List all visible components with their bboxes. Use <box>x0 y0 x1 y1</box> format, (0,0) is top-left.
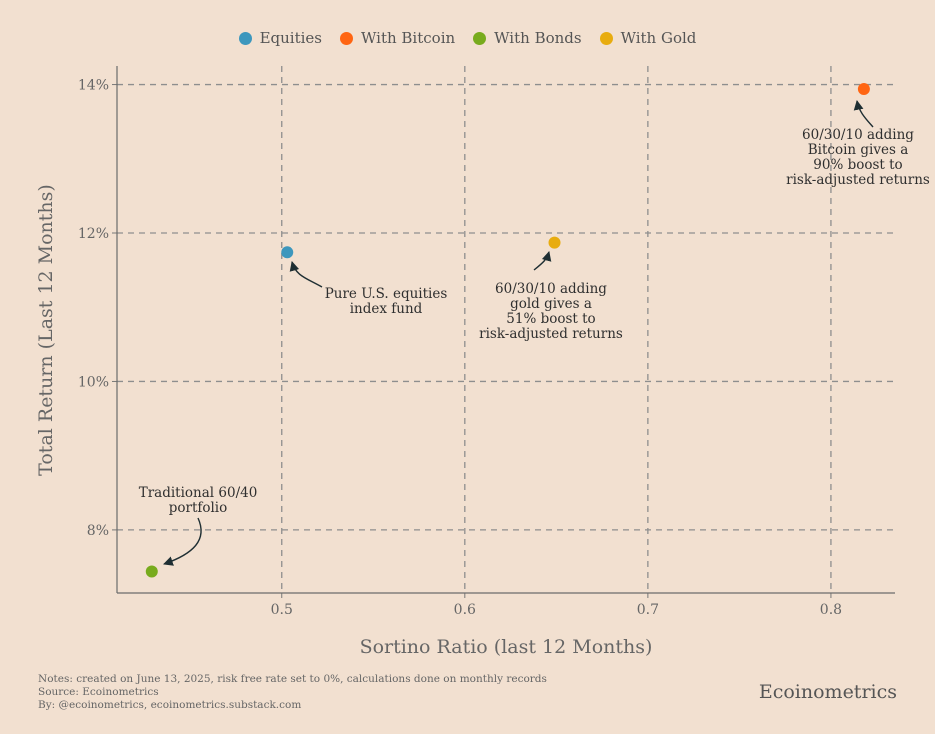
annotation-text: 60/30/10 adding <box>802 127 914 143</box>
legend: Equities With Bitcoin With Bonds With Go… <box>0 29 935 47</box>
annotation-text: Pure U.S. equities <box>325 286 448 302</box>
annotation-arrow <box>533 251 552 271</box>
legend-label-equities: Equities <box>259 29 322 47</box>
annotation-arrow <box>853 100 874 128</box>
y-tick-label: 10% <box>78 374 109 390</box>
legend-marker-with-bonds <box>473 31 487 45</box>
x-tick-label: 0.5 <box>271 602 293 618</box>
legend-label-with-bitcoin: With Bitcoin <box>361 29 456 47</box>
annotation-text: 51% boost to <box>506 311 595 327</box>
y-tick-label: 14% <box>78 78 109 94</box>
legend-marker-equities <box>238 31 252 45</box>
notes-text: Notes: created on June 13, 2025, risk fr… <box>38 673 547 685</box>
legend-marker-with-gold <box>599 31 613 45</box>
data-point-with-bonds <box>145 565 158 578</box>
byline-text: By: @ecoinometrics, ecoinometrics.substa… <box>38 699 302 711</box>
legend-item-with-bitcoin: With Bitcoin <box>340 29 455 47</box>
legend-marker-with-bitcoin <box>340 31 353 45</box>
annotation-text: 90% boost to <box>813 157 902 173</box>
data-point-with-gold <box>548 236 561 249</box>
annotation-text: index fund <box>350 301 423 317</box>
source-text: Source: Ecoinometrics <box>38 686 159 698</box>
y-tick-label: 12% <box>78 226 109 242</box>
annotation-text: risk-adjusted returns <box>479 326 623 342</box>
brand-name: Ecoinometrics <box>758 681 897 703</box>
legend-label-with-gold: With Gold <box>620 29 697 47</box>
y-axis-title: Total Return (Last 12 Months) <box>35 184 57 476</box>
x-tick-label: 0.8 <box>820 602 842 618</box>
x-axis-title: Sortino Ratio (last 12 Months) <box>360 636 653 658</box>
y-tick-label: 8% <box>87 523 109 539</box>
annotation-text: Bitcoin gives a <box>808 142 909 158</box>
x-tick-label: 0.6 <box>454 602 476 618</box>
annotation-arrow <box>163 517 202 566</box>
legend-item-with-gold: With Gold <box>599 29 697 47</box>
annotation-text: Traditional 60/40 <box>139 485 258 501</box>
annotation-text: portfolio <box>169 500 228 516</box>
annotation-text: 60/30/10 adding <box>495 281 607 297</box>
annotation-text: gold gives a <box>510 296 592 312</box>
annotation-text: risk-adjusted returns <box>786 172 930 188</box>
data-point-with-bitcoin <box>857 83 870 96</box>
data-point-equities <box>281 246 294 259</box>
annotation-arrow <box>289 261 323 288</box>
legend-label-with-bonds: With Bonds <box>494 29 582 47</box>
x-tick-label: 0.7 <box>637 602 659 618</box>
legend-item-equities: Equities <box>238 29 322 47</box>
footer-notes: Notes: created on June 13, 2025, risk fr… <box>38 673 547 712</box>
legend-item-with-bonds: With Bonds <box>473 29 582 47</box>
